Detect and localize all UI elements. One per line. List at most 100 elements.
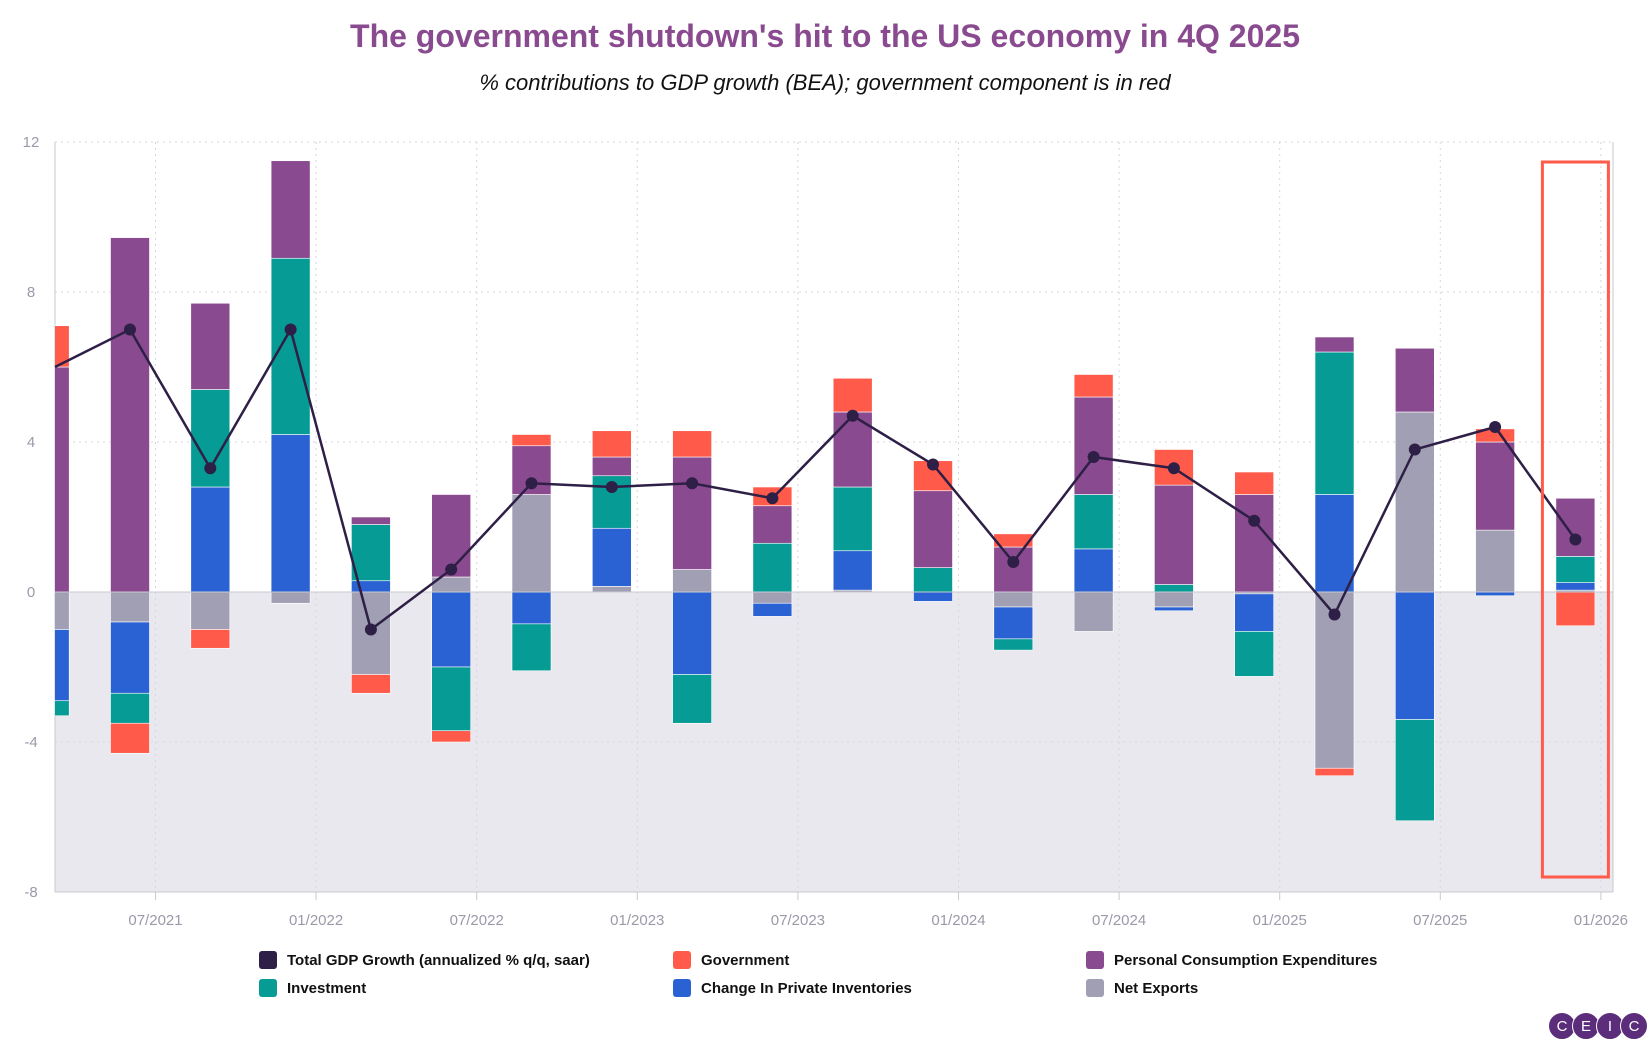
bar-government: [511, 434, 552, 447]
bar-government: [993, 533, 1034, 548]
legend-item[interactable]: Change In Private Inventories: [673, 979, 912, 997]
legend-item[interactable]: Net Exports: [1086, 979, 1198, 997]
bar-personal-consumption-expenditures: [993, 546, 1034, 593]
bar-personal-consumption-expenditures: [672, 456, 712, 570]
legend-swatch: [673, 951, 691, 969]
x-tick-label: 01/2022: [289, 912, 343, 929]
bar-change-in-private-inventories: [1475, 591, 1515, 597]
bar-net-exports: [270, 591, 311, 604]
bars: [55, 160, 1596, 822]
legend-label: Investment: [287, 979, 367, 997]
bar-net-exports: [1314, 591, 1355, 769]
x-tick-label: 07/2023: [771, 912, 825, 929]
bar-personal-consumption-expenditures: [431, 494, 472, 578]
x-tick-label: 07/2025: [1413, 912, 1467, 929]
gdp-point: [846, 409, 859, 422]
gdp-point: [284, 323, 297, 336]
logo-letter: E: [1572, 1012, 1600, 1040]
bar-personal-consumption-expenditures: [270, 160, 311, 259]
bar-net-exports: [993, 591, 1034, 608]
bar-investment: [511, 623, 552, 672]
gdp-line: [54, 326, 1577, 632]
negative-area: [55, 592, 1613, 892]
x-tick-label: 01/2023: [610, 912, 664, 929]
bar-personal-consumption-expenditures: [591, 456, 632, 477]
bar-personal-consumption-expenditures: [1073, 396, 1114, 495]
bar-investment: [1314, 351, 1355, 495]
gdp-point: [605, 481, 618, 493]
bar-personal-consumption-expenditures: [1314, 336, 1355, 353]
bar-personal-consumption-expenditures: [1555, 497, 1596, 557]
bar-change-in-private-inventories: [1395, 591, 1435, 720]
gdp-point: [1328, 608, 1341, 621]
logo-letter: C: [1548, 1012, 1576, 1040]
bar-government: [1314, 767, 1355, 777]
gdp-point: [1087, 451, 1100, 463]
bar-change-in-private-inventories: [1555, 582, 1596, 591]
bar-investment: [1395, 719, 1435, 822]
bar-net-exports: [1073, 591, 1114, 632]
gdp-point: [766, 492, 779, 505]
legend-label: Change In Private Inventories: [701, 979, 912, 997]
x-tick-label: 01/2024: [931, 912, 985, 929]
bar-net-exports: [672, 569, 712, 593]
x-tick-label: 07/2021: [128, 912, 182, 929]
bar-change-in-private-inventories: [270, 434, 311, 593]
gdp-point: [1408, 443, 1421, 456]
bar-government: [832, 377, 873, 413]
bar-change-in-private-inventories: [1073, 548, 1114, 593]
bar-change-in-private-inventories: [993, 606, 1034, 640]
bar-personal-consumption-expenditures: [1475, 441, 1515, 531]
legend-item[interactable]: Investment: [259, 979, 366, 997]
legend-item[interactable]: Personal Consumption Expenditures: [1086, 951, 1377, 969]
bar-net-exports: [110, 591, 150, 623]
bar-change-in-private-inventories: [431, 591, 472, 668]
bar-net-exports: [1395, 411, 1435, 593]
bar-change-in-private-inventories: [55, 629, 70, 702]
legend-item[interactable]: Government: [673, 951, 789, 969]
bar-change-in-private-inventories: [1154, 606, 1194, 612]
bar-change-in-private-inventories: [190, 486, 231, 593]
logo-letter: C: [1620, 1012, 1648, 1040]
bar-change-in-private-inventories: [832, 550, 873, 591]
gdp-point: [445, 563, 458, 576]
gdp-point: [686, 477, 699, 490]
x-tick-label: 01/2025: [1253, 912, 1307, 929]
bar-change-in-private-inventories: [913, 591, 953, 602]
legend-label: Net Exports: [1114, 979, 1199, 997]
bar-investment: [270, 257, 311, 435]
legend-swatch: [259, 951, 277, 969]
bar-net-exports: [55, 591, 70, 630]
bar-investment: [431, 666, 472, 732]
logo-letter: I: [1596, 1012, 1624, 1040]
bar-investment: [1234, 631, 1274, 677]
bar-investment: [1073, 494, 1114, 550]
bar-government: [1555, 591, 1596, 627]
bar-net-exports: [752, 591, 793, 604]
legend-item[interactable]: Total GDP Growth (annualized % q/q, saar…: [259, 951, 590, 969]
bar-personal-consumption-expenditures: [1234, 494, 1274, 593]
bar-net-exports: [511, 494, 552, 593]
bar-net-exports: [190, 591, 231, 630]
x-tick-label: 07/2024: [1092, 912, 1146, 929]
gdp-point: [204, 462, 217, 475]
y-tick-label: -4: [24, 734, 37, 751]
bar-personal-consumption-expenditures: [351, 516, 391, 525]
bar-personal-consumption-expenditures: [1154, 484, 1194, 585]
chart-subtitle: % contributions to GDP growth (BEA); gov…: [479, 70, 1171, 95]
bar-government: [591, 430, 632, 458]
y-tick-label: -8: [24, 884, 37, 901]
bar-change-in-private-inventories: [752, 602, 793, 617]
highlight-box: [1540, 160, 1610, 879]
ceic-logo: C E I C: [1548, 1012, 1648, 1040]
legend-swatch: [259, 979, 277, 997]
bar-investment: [1555, 556, 1596, 583]
bar-personal-consumption-expenditures: [55, 366, 70, 593]
bar-personal-consumption-expenditures: [110, 237, 150, 593]
y-tick-label: 12: [23, 134, 40, 151]
bar-net-exports: [1154, 591, 1194, 608]
bar-personal-consumption-expenditures: [913, 490, 953, 568]
bar-personal-consumption-expenditures: [1395, 347, 1435, 413]
legend-label: Government: [701, 951, 790, 969]
